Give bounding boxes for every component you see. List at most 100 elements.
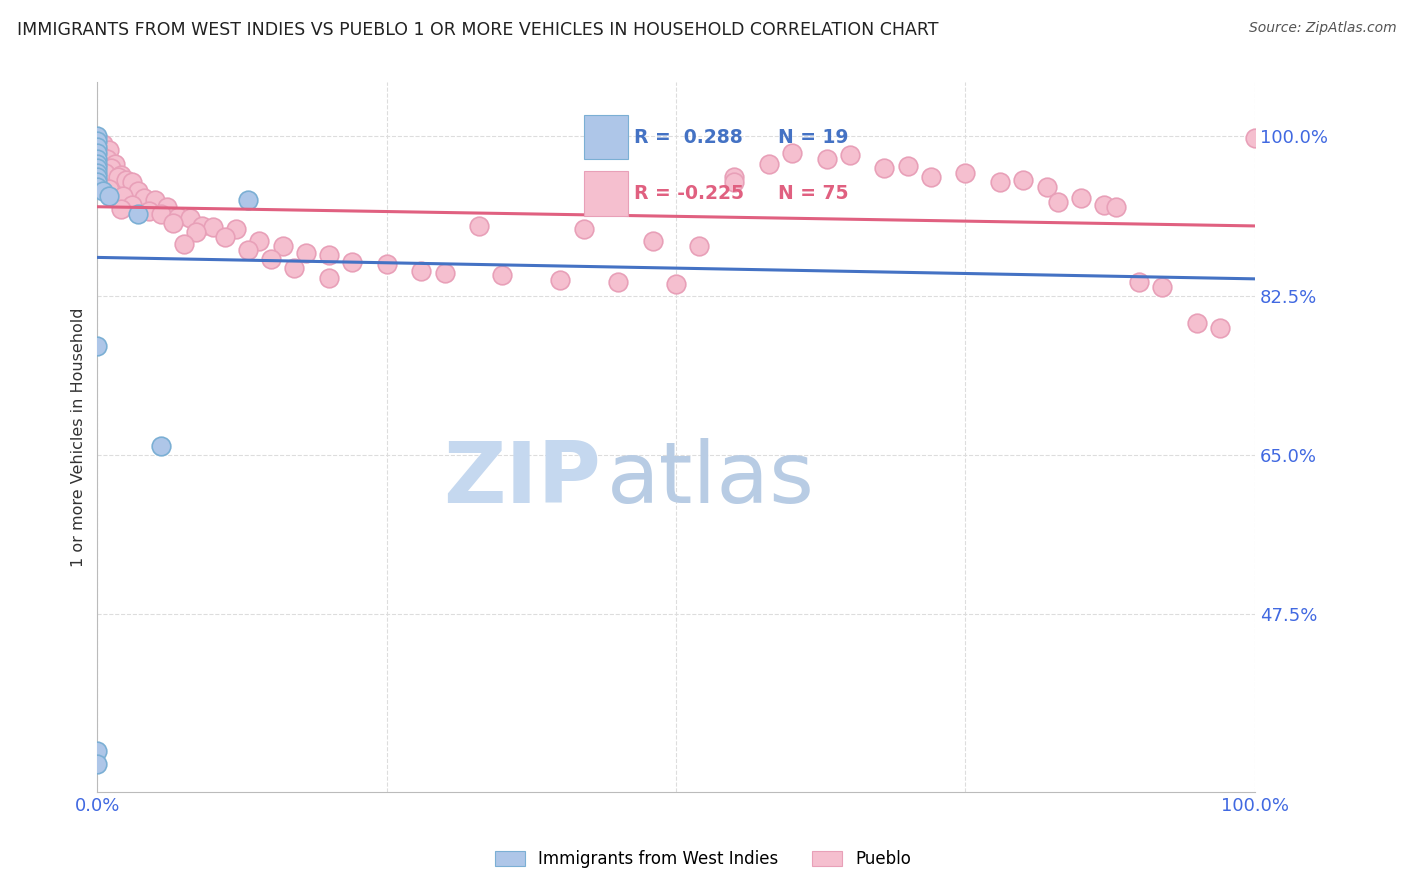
- Point: [202, 220, 225, 235]
- Point: [107, 170, 129, 185]
- Point: [1128, 275, 1150, 289]
- Point: [86, 131, 108, 145]
- Point: [86, 166, 108, 180]
- Point: [86, 153, 108, 167]
- Point: [173, 236, 195, 251]
- Point: [97, 188, 120, 202]
- Point: [236, 193, 259, 207]
- Point: [641, 234, 664, 248]
- Point: [86, 140, 108, 154]
- Point: [1185, 316, 1208, 330]
- Point: [214, 229, 236, 244]
- Point: [665, 277, 688, 291]
- Point: [86, 744, 108, 758]
- Point: [572, 222, 595, 236]
- Point: [225, 222, 247, 236]
- Point: [156, 201, 179, 215]
- Point: [758, 157, 780, 171]
- Point: [873, 161, 896, 176]
- Point: [318, 248, 340, 262]
- Point: [1035, 179, 1057, 194]
- Point: [1012, 173, 1035, 187]
- Point: [955, 166, 977, 180]
- Point: [283, 261, 305, 276]
- Point: [190, 219, 212, 233]
- Point: [90, 159, 112, 173]
- Point: [688, 238, 710, 252]
- Point: [411, 264, 433, 278]
- Point: [110, 202, 132, 217]
- Point: [94, 166, 117, 180]
- Point: [780, 145, 803, 160]
- Point: [86, 179, 108, 194]
- Text: ZIP: ZIP: [443, 438, 600, 521]
- Point: [86, 161, 108, 176]
- Point: [86, 757, 108, 772]
- Point: [86, 175, 108, 189]
- Point: [138, 204, 160, 219]
- Point: [838, 147, 860, 161]
- Point: [723, 170, 745, 185]
- Point: [1047, 194, 1070, 209]
- Point: [1152, 279, 1174, 293]
- Point: [86, 134, 108, 148]
- Point: [375, 257, 398, 271]
- Point: [110, 168, 132, 182]
- Legend: Immigrants from West Indies, Pueblo: Immigrants from West Indies, Pueblo: [488, 844, 918, 875]
- Point: [167, 210, 190, 224]
- Point: [162, 216, 184, 230]
- Point: [1105, 201, 1128, 215]
- Point: [86, 339, 108, 353]
- Point: [920, 170, 942, 185]
- Point: [86, 157, 108, 171]
- Point: [260, 252, 283, 267]
- Point: [111, 188, 134, 202]
- Point: [91, 136, 114, 151]
- Point: [491, 268, 513, 282]
- Text: IMMIGRANTS FROM WEST INDIES VS PUEBLO 1 OR MORE VEHICLES IN HOUSEHOLD CORRELATIO: IMMIGRANTS FROM WEST INDIES VS PUEBLO 1 …: [17, 21, 938, 39]
- Point: [100, 161, 122, 176]
- Point: [150, 207, 173, 221]
- Point: [815, 153, 838, 167]
- Point: [115, 173, 138, 187]
- Point: [86, 145, 108, 160]
- Point: [97, 182, 120, 196]
- Point: [236, 244, 259, 258]
- Point: [1070, 191, 1092, 205]
- Point: [294, 246, 316, 260]
- Point: [132, 191, 155, 205]
- Point: [1209, 320, 1232, 334]
- Point: [988, 175, 1011, 189]
- Point: [723, 175, 745, 189]
- Point: [97, 143, 120, 157]
- Point: [91, 184, 114, 198]
- Point: [121, 198, 143, 212]
- Point: [104, 157, 127, 171]
- Point: [91, 179, 114, 194]
- Point: [89, 147, 111, 161]
- Point: [318, 270, 340, 285]
- Point: [127, 184, 149, 198]
- Point: [340, 255, 363, 269]
- Point: [1092, 198, 1115, 212]
- Point: [127, 207, 149, 221]
- Point: [86, 129, 108, 144]
- Point: [897, 159, 920, 173]
- Point: [150, 439, 173, 453]
- Text: atlas: atlas: [606, 438, 814, 521]
- Point: [271, 238, 294, 252]
- Point: [86, 170, 108, 185]
- Point: [607, 275, 630, 289]
- Point: [121, 175, 143, 189]
- Point: [96, 153, 118, 167]
- Point: [433, 266, 456, 280]
- Point: [1244, 131, 1267, 145]
- Point: [468, 219, 491, 233]
- Point: [247, 234, 270, 248]
- Text: Source: ZipAtlas.com: Source: ZipAtlas.com: [1249, 21, 1396, 36]
- Y-axis label: 1 or more Vehicles in Household: 1 or more Vehicles in Household: [72, 307, 86, 566]
- Point: [179, 211, 201, 226]
- Point: [143, 193, 166, 207]
- Point: [550, 273, 572, 287]
- Point: [184, 225, 207, 239]
